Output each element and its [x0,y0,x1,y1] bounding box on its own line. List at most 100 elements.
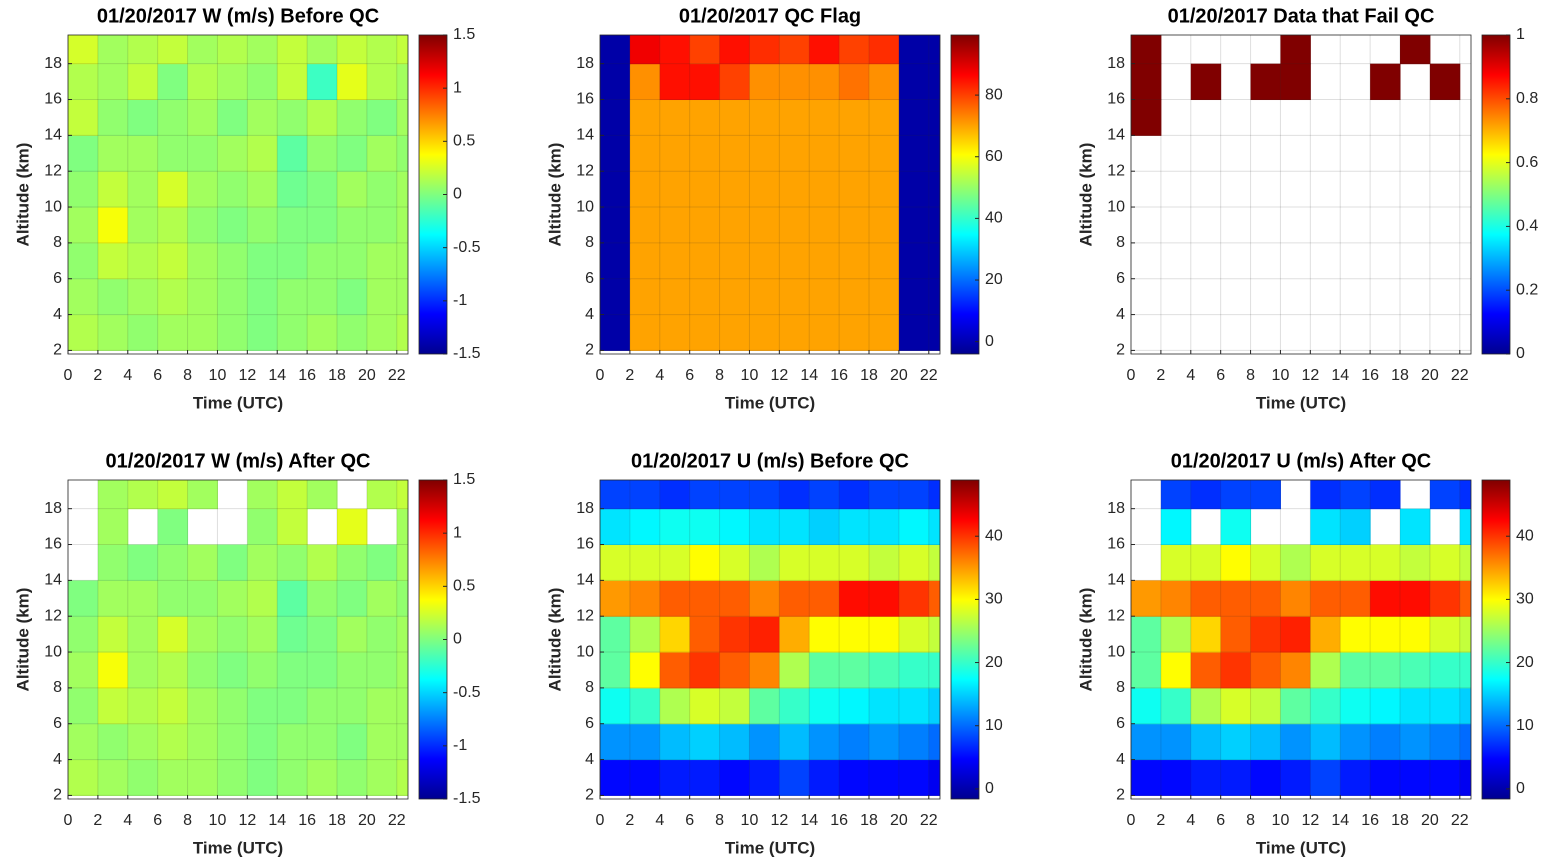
heatmap-cell [157,723,189,761]
heatmap-cell [247,135,278,172]
heatmap-cell [157,63,189,101]
heatmap-cell [1131,63,1162,101]
y-tick-label: 12 [1107,162,1125,179]
heatmap-cell [396,652,408,689]
heatmap-cell [629,616,661,653]
heatmap-cell [157,687,189,725]
heatmap-cell [898,759,930,796]
heatmap-cell [217,35,248,65]
heatmap-cell [1370,687,1401,725]
heatmap-cell [928,544,940,581]
heatmap-cell [869,508,900,546]
heatmap-cell [689,242,721,280]
heatmap-cell [307,35,338,65]
colorbar-tick-label: 0.4 [1516,218,1538,235]
heatmap-cell [809,580,840,617]
heatmap-cell [869,580,900,617]
colorbar-tick-label: -1.5 [453,345,481,362]
colorbar-tick-label: 10 [985,717,1003,734]
heatmap-cell [307,723,338,761]
x-tick-label: 2 [93,812,102,829]
x-tick-label: 0 [64,812,73,829]
heatmap-cell [97,508,129,546]
heatmap-cell [898,242,930,280]
heatmap-cell [307,135,338,172]
heatmap-cell [749,759,780,796]
y-tick-label: 10 [576,198,594,215]
heatmap-cell [1160,580,1192,617]
x-tick-label: 0 [64,367,73,384]
heatmap-cell [600,314,631,351]
heatmap-cell [928,580,940,617]
heatmap-cell [898,135,930,172]
heatmap-cell [689,135,721,172]
heatmap-cell [629,135,661,172]
y-tick-label: 4 [53,751,62,768]
heatmap-cell [187,314,218,351]
panel: 0 2 4 6 8 10 12 14 16 18 20 222468101214161801/20/2… [13,450,480,857]
y-tick-label: 14 [576,572,594,589]
heatmap-cell [127,723,159,761]
heatmap-cell [1340,616,1371,653]
heatmap-cell [659,171,691,208]
heatmap-cell [1459,580,1471,617]
heatmap-cell [217,63,248,101]
heatmap-cell [809,63,840,101]
y-tick-label: 16 [44,536,62,553]
heatmap-cell [127,652,159,689]
heatmap-cell [1250,652,1281,689]
x-tick-label: 12 [770,367,788,384]
heatmap-cell [719,171,750,208]
heatmap-cell [629,580,661,617]
colorbar-tick-label: -1 [453,737,467,754]
heatmap-cell [337,63,368,101]
heatmap-cell [396,99,408,136]
heatmap-cell [366,135,398,172]
heatmap-cell [247,759,278,796]
x-tick-label: 18 [860,367,878,384]
heatmap-cell [1280,35,1311,65]
colorbar-tick-label: 1 [453,524,462,541]
heatmap-cell [689,508,721,546]
heatmap-cell [1160,687,1192,725]
heatmap-cell [277,242,308,280]
x-tick-label: 18 [1391,367,1409,384]
y-tick-label: 2 [1116,787,1125,804]
heatmap-cell [1429,759,1461,796]
heatmap-cell [1280,63,1311,101]
heatmap-cell [366,99,398,136]
heatmap-cell [839,616,870,653]
heatmap-cell [689,544,721,581]
chart-title: 01/20/2017 W (m/s) After QC [106,450,371,472]
y-tick-label: 18 [1107,500,1125,517]
colorbar [950,479,980,800]
heatmap-cell [396,135,408,172]
cells [1131,35,1461,136]
x-tick-label: 22 [1451,367,1469,384]
cells [68,35,408,351]
heatmap-cell [898,480,930,510]
x-tick-label: 18 [860,812,878,829]
heatmap-cell [779,723,810,761]
x-tick-label: 16 [1361,367,1379,384]
heatmap-cell [247,242,278,280]
heatmap-cell [629,508,661,546]
heatmap-cell [187,544,218,581]
heatmap-cell [247,207,278,244]
heatmap-cell [187,207,218,244]
heatmap-cell [1310,759,1341,796]
heatmap-cell [187,171,218,208]
chart-title: 01/20/2017 U (m/s) After QC [1171,450,1431,472]
heatmap-cell [749,616,780,653]
heatmap-cell [749,278,780,316]
heatmap-cell [1280,687,1311,725]
heatmap-cell [869,544,900,581]
heatmap-cell [869,480,900,510]
heatmap-cell [1280,723,1311,761]
heatmap-cell [277,508,308,546]
heatmap-cell [1370,63,1401,101]
heatmap-cell [277,544,308,581]
x-tick-label: 18 [328,812,346,829]
heatmap-cell [307,652,338,689]
colorbar-tick-label: -1.5 [453,790,481,807]
